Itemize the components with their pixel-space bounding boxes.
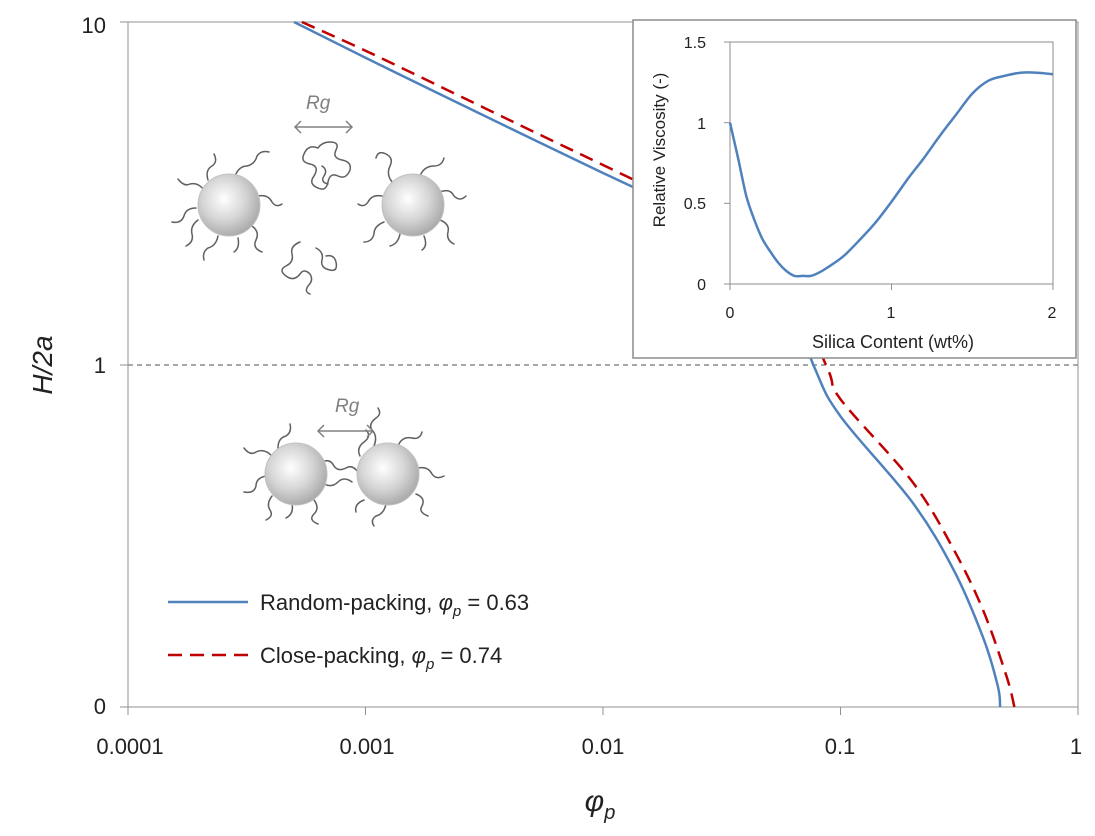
x-tick-label: 0.01 bbox=[582, 734, 625, 759]
polymer-chains-right bbox=[357, 151, 467, 251]
y-tick-label: 0 bbox=[94, 694, 106, 719]
rg-arrow bbox=[293, 120, 354, 134]
inset-y-tick-label: 1.5 bbox=[684, 35, 706, 52]
inset-y-tick-label: 0 bbox=[697, 277, 706, 294]
inset-x-tick-label: 1 bbox=[887, 305, 896, 322]
legend-label-close: Close-packing, φp = 0.74 bbox=[260, 643, 502, 673]
inset-x-tick-label: 2 bbox=[1048, 305, 1057, 322]
inset-x-tick-label: 0 bbox=[726, 305, 735, 322]
inset-ticks bbox=[724, 41, 1054, 290]
rg-label: Rg bbox=[335, 396, 360, 417]
dilute-regime-schematic bbox=[171, 141, 467, 295]
x-axis-title: φp bbox=[585, 785, 616, 824]
y-tick-label: 10 bbox=[82, 13, 106, 38]
free-polymer-coil-bottom bbox=[281, 241, 338, 295]
inset-y-tick-label: 1 bbox=[697, 116, 706, 133]
inset-x-axis-title: Silica Content (wt%) bbox=[812, 332, 974, 352]
polymer-chains-left bbox=[171, 150, 283, 261]
inset-series-viscosity bbox=[728, 71, 1054, 278]
particle bbox=[197, 173, 261, 237]
inset-chart: 0 0.5 1 1.5 0 1 2 Silica Content (wt%) R… bbox=[632, 19, 1077, 359]
particle bbox=[356, 442, 420, 506]
y-axis-title: H/2a bbox=[27, 335, 58, 394]
x-tick-label: 0.0001 bbox=[96, 734, 163, 759]
polymer-chains-bridge bbox=[243, 407, 445, 527]
rg-label: Rg bbox=[306, 93, 331, 114]
legend: Random-packing, φp = 0.63 Close-packing,… bbox=[168, 590, 529, 673]
x-tick-label: 0.001 bbox=[339, 734, 394, 759]
x-tick-label: 0.1 bbox=[825, 734, 856, 759]
particle bbox=[381, 173, 445, 237]
rg-arrow bbox=[316, 424, 375, 438]
inset-y-axis-title: Relative Viscosity (-) bbox=[650, 73, 669, 228]
bridging-regime-schematic bbox=[243, 407, 445, 527]
inset-y-tick-label: 0.5 bbox=[684, 196, 706, 213]
free-polymer-coil-top bbox=[302, 141, 352, 190]
particle bbox=[264, 442, 328, 506]
x-tick-label: 1 bbox=[1070, 734, 1082, 759]
y-tick-label: 1 bbox=[94, 353, 106, 378]
legend-label-random: Random-packing, φp = 0.63 bbox=[260, 590, 529, 620]
inset-plot-area bbox=[729, 41, 1054, 285]
main-ticks bbox=[120, 21, 1079, 715]
